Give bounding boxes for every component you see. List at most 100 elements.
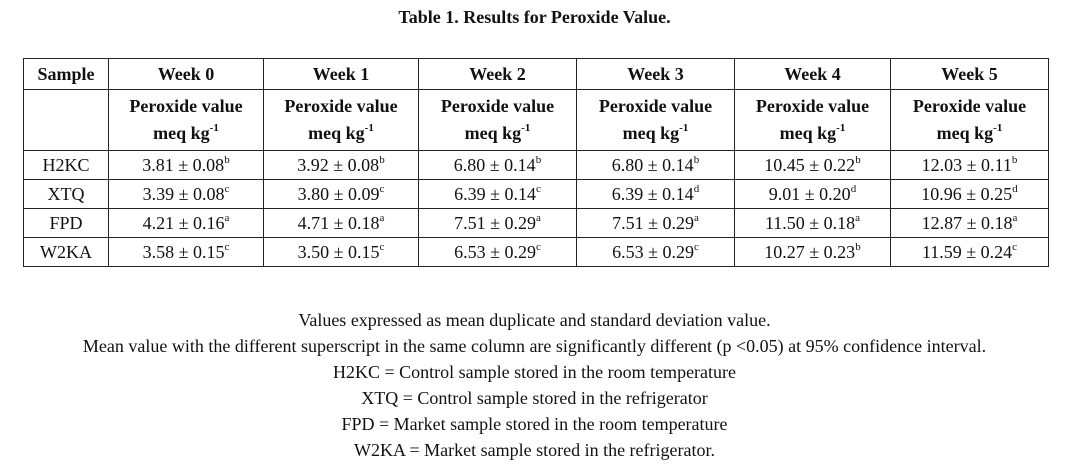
value-cell: 12.87 ± 0.18a — [890, 208, 1049, 238]
sample-name-cell: FPD — [23, 208, 109, 238]
value-cell: 9.01 ± 0.20d — [734, 179, 891, 209]
footnote-line: H2KC = Control sample stored in the room… — [332, 362, 737, 382]
significance-superscript: c — [379, 182, 385, 195]
significance-superscript: b — [855, 240, 861, 253]
mean-sd-value: 12.87 ± 0.18 — [921, 212, 1013, 233]
mean-sd-value: 6.53 ± 0.29 — [612, 241, 694, 262]
unit-header-cell: Peroxide value meq kg-1 — [418, 89, 577, 151]
week-header: Week 5 — [890, 58, 1049, 90]
significance-superscript: c — [536, 182, 541, 195]
unit-symbol: meq kg-1 — [266, 120, 416, 147]
significance-superscript: b — [224, 153, 230, 166]
value-cell: 3.39 ± 0.08c — [108, 179, 264, 209]
peroxide-value-table: Sample Week 0 Week 1 Week 2 Week 3 Week … — [23, 58, 1049, 267]
week-header: Week 3 — [576, 58, 735, 90]
footnote-line: XTQ = Control sample stored in the refri… — [361, 388, 708, 408]
table-row: XTQ 3.39 ± 0.08c 3.80 ± 0.09c 6.39 ± 0.14c 6… — [23, 179, 1049, 209]
value-cell: 3.50 ± 0.15c — [263, 237, 419, 267]
significance-superscript: a — [694, 211, 699, 224]
value-cell: 10.96 ± 0.25d — [890, 179, 1049, 209]
unit-base: meq kg — [308, 123, 365, 143]
significance-superscript: d — [850, 182, 857, 195]
footnote-line: FPD = Market sample stored in the room t… — [341, 414, 728, 434]
mean-sd-value: 6.80 ± 0.14 — [611, 154, 694, 175]
mean-sd-value: 3.81 ± 0.08 — [142, 154, 225, 175]
mean-sd-value: 7.51 ± 0.29 — [612, 212, 694, 233]
week-header: Week 0 — [108, 58, 264, 90]
mean-sd-value: 3.58 ± 0.15 — [142, 241, 225, 262]
sample-column-header: Sample — [23, 58, 109, 90]
mean-sd-value: 3.50 ± 0.15 — [297, 241, 380, 262]
mean-sd-value: 3.39 ± 0.08 — [142, 183, 225, 204]
value-cell: 3.58 ± 0.15c — [108, 237, 264, 267]
unit-header-cell: Peroxide value meq kg-1 — [108, 89, 264, 151]
value-cell: 10.27 ± 0.23b — [734, 237, 891, 267]
unit-label: Peroxide value — [598, 96, 713, 116]
value-cell: 3.81 ± 0.08b — [108, 150, 264, 180]
unit-exponent: -1 — [993, 122, 1003, 134]
unit-label: Peroxide value — [129, 96, 243, 116]
significance-superscript: c — [379, 240, 385, 253]
table-row: H2KC 3.81 ± 0.08b 3.92 ± 0.08b 6.80 ± 0.14b… — [23, 150, 1049, 180]
value-cell: 4.71 ± 0.18a — [263, 208, 419, 238]
unit-base: meq kg — [936, 123, 994, 143]
significance-superscript: a — [855, 211, 861, 224]
significance-superscript: c — [1012, 240, 1018, 253]
value-cell: 11.59 ± 0.24c — [890, 237, 1049, 267]
significance-superscript: a — [224, 211, 230, 224]
value-cell: 3.80 ± 0.09c — [263, 179, 419, 209]
sample-name-cell: W2KA — [23, 237, 109, 267]
unit-base: meq kg — [464, 123, 522, 143]
unit-exponent: -1 — [364, 122, 374, 134]
mean-sd-value: 4.21 ± 0.16 — [142, 212, 225, 233]
week-header: Week 1 — [263, 58, 419, 90]
mean-sd-value: 3.92 ± 0.08 — [297, 154, 380, 175]
unit-symbol: meq kg-1 — [737, 120, 888, 147]
value-cell: 6.53 ± 0.29c — [576, 237, 735, 267]
value-cell: 11.50 ± 0.18a — [734, 208, 891, 238]
unit-exponent: -1 — [521, 122, 531, 134]
unit-symbol: meq kg-1 — [893, 120, 1046, 147]
table-row: W2KA 3.58 ± 0.15c 3.50 ± 0.15c 6.53 ± 0.29c… — [23, 237, 1049, 267]
significance-superscript: b — [855, 153, 861, 166]
unit-symbol: meq kg-1 — [421, 120, 574, 147]
footnote-line: Values expressed as mean duplicate and s… — [298, 310, 771, 330]
value-cell: 6.53 ± 0.29c — [418, 237, 577, 267]
significance-superscript: c — [536, 240, 541, 253]
unit-base: meq kg — [622, 123, 680, 143]
mean-sd-value: 9.01 ± 0.20 — [768, 183, 851, 204]
mean-sd-value: 10.96 ± 0.25 — [921, 183, 1013, 204]
significance-superscript: c — [694, 240, 699, 253]
significance-superscript: c — [224, 182, 230, 195]
unit-header-cell: Peroxide value meq kg-1 — [576, 89, 735, 151]
mean-sd-value: 11.50 ± 0.18 — [764, 212, 856, 233]
mean-sd-value: 4.71 ± 0.18 — [297, 212, 380, 233]
significance-superscript: b — [1011, 153, 1018, 166]
value-cell: 3.92 ± 0.08b — [263, 150, 419, 180]
mean-sd-value: 6.39 ± 0.14 — [611, 183, 694, 204]
unit-exponent: -1 — [679, 122, 689, 134]
value-cell: 12.03 ± 0.11b — [890, 150, 1049, 180]
value-cell: 6.80 ± 0.14b — [418, 150, 577, 180]
unit-label: Peroxide value — [755, 96, 870, 116]
unit-header-cell: Peroxide value meq kg-1 — [890, 89, 1049, 151]
significance-superscript: b — [535, 153, 542, 166]
mean-sd-value: 6.80 ± 0.14 — [453, 154, 536, 175]
mean-sd-value: 10.27 ± 0.23 — [764, 241, 856, 262]
mean-sd-value: 3.80 ± 0.09 — [297, 183, 380, 204]
unit-label: Peroxide value — [912, 96, 1027, 116]
significance-superscript: a — [536, 211, 541, 224]
value-cell: 10.45 ± 0.22b — [734, 150, 891, 180]
significance-superscript: d — [1012, 182, 1018, 195]
significance-superscript: c — [224, 240, 230, 253]
table-footnotes: Values expressed as mean duplicate and s… — [0, 307, 1069, 463]
value-cell: 6.39 ± 0.14c — [418, 179, 577, 209]
week-header: Week 2 — [418, 58, 577, 90]
footnote-line: Mean value with the different superscrip… — [82, 336, 987, 356]
unit-label: Peroxide value — [284, 96, 398, 116]
unit-symbol: meq kg-1 — [111, 120, 261, 147]
unit-symbol: meq kg-1 — [579, 120, 732, 147]
significance-superscript: a — [379, 211, 385, 224]
footnote-line: W2KA = Market sample stored in the refri… — [353, 440, 716, 460]
value-cell: 6.80 ± 0.14b — [576, 150, 735, 180]
